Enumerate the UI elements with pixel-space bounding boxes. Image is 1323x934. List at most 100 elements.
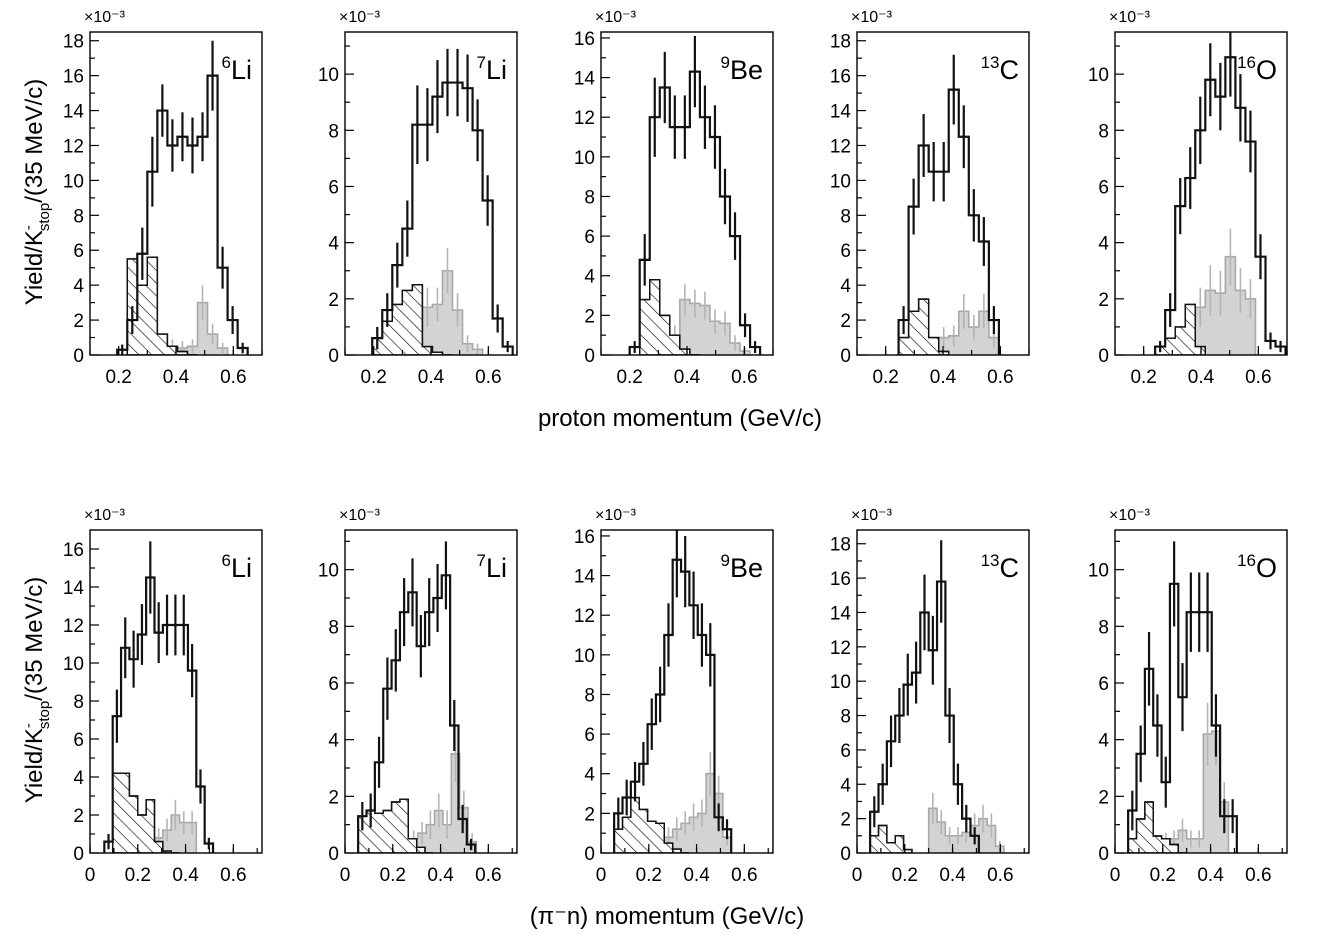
plot-area — [897, 54, 1000, 355]
y-tick-label: 14 — [574, 69, 596, 90]
y-tick-label: 16 — [574, 527, 595, 548]
shaded-histogram-fill — [908, 311, 999, 355]
y-tick-label: 12 — [830, 638, 851, 659]
plot-area — [1154, 32, 1287, 355]
panel-top-13c: 0 2 4 6 8 10 12 14 16 18 0.2 0.4 0.6 ×10⁻³ 13C — [830, 9, 1030, 388]
nucleus-label: 13C — [981, 53, 1019, 85]
main-histogram — [628, 70, 762, 355]
y-tick-label: 2 — [73, 311, 84, 332]
x-tick-label: 0.2 — [105, 367, 131, 388]
x-tick-label: 0 — [596, 865, 607, 886]
y-tick-label: 18 — [830, 535, 851, 556]
y-tick-label: 4 — [584, 765, 595, 786]
y-tick-label: 12 — [574, 108, 595, 129]
y-tick-label: 0 — [584, 346, 595, 367]
y-tick-label: 14 — [830, 102, 852, 123]
x-tick-label: 0.6 — [475, 367, 501, 388]
y-tick-label: 8 — [840, 707, 851, 728]
x-tick-label: 0.2 — [872, 367, 898, 388]
y-tick-label: 2 — [840, 311, 851, 332]
y-tick-label: 6 — [840, 241, 851, 262]
x-tick-label: 0 — [1110, 865, 1121, 886]
y-tick-label: 4 — [328, 731, 339, 752]
y-tick-label: 8 — [328, 121, 339, 142]
plot-area — [1127, 541, 1238, 853]
nucleus-mass-number: 16 — [1237, 551, 1256, 570]
y-tick-label: 4 — [840, 775, 851, 796]
x-tick-label: 0.4 — [930, 367, 957, 388]
exponent-multiplier: ×10⁻³ — [339, 9, 381, 26]
top-ytitle-sup: - — [20, 225, 37, 230]
x-tick-label: 0.2 — [1130, 367, 1156, 388]
x-tick-label: 0.2 — [125, 865, 151, 886]
exponent-multiplier: ×10⁻³ — [1109, 9, 1151, 26]
nucleus-mass-number: 13 — [981, 53, 1000, 72]
y-tick-label: 6 — [840, 741, 851, 762]
y-tick-label: 16 — [830, 67, 851, 88]
y-tick-label: 16 — [830, 569, 851, 590]
main-histogram — [357, 574, 477, 853]
y-tick-label: 12 — [830, 136, 851, 157]
y-tick-label: 14 — [63, 578, 85, 599]
x-tick-label: 0.6 — [731, 865, 757, 886]
x-tick-label: 0.6 — [1245, 367, 1271, 388]
plot-area — [103, 541, 215, 853]
y-tick-label: 4 — [1098, 234, 1109, 255]
hatched-histogram-outline — [111, 772, 180, 853]
y-tick-label: 0 — [328, 346, 339, 367]
y-tick-label: 2 — [584, 804, 595, 825]
plot-area — [869, 540, 1005, 853]
y-tick-label: 10 — [830, 171, 851, 192]
nucleus-symbol: Li — [231, 55, 252, 85]
x-tick-label: 0.2 — [360, 367, 386, 388]
y-tick-label: 0 — [840, 844, 851, 865]
x-tick-label: 0.4 — [163, 367, 190, 388]
y-tick-label: 0 — [584, 844, 595, 865]
y-tick-label: 8 — [584, 187, 595, 208]
axis-frame — [856, 529, 1030, 854]
x-tick-label: 0.4 — [1188, 367, 1215, 388]
bottom-ytitle-sub: stop — [36, 701, 53, 729]
x-tick-label: 0.2 — [636, 865, 662, 886]
x-tick-label: 0.6 — [987, 865, 1013, 886]
nucleus-label: 16O — [1237, 551, 1277, 583]
x-tick-label: 0 — [85, 865, 96, 886]
main-histogram — [613, 558, 733, 853]
nucleus-label: 16O — [1237, 53, 1277, 85]
panel-bottom-7li: 0 2 4 6 8 10 0 0.2 0.4 0.6 ×10⁻³ 7Li — [318, 507, 518, 886]
bottom-ytitle-sup: - — [20, 723, 37, 728]
x-tick-label: 0.6 — [987, 367, 1013, 388]
axis-frame — [600, 529, 774, 854]
y-tick-label: 4 — [73, 276, 84, 297]
plot-area — [613, 530, 733, 853]
y-tick-label: 10 — [63, 654, 84, 675]
y-tick-label: 6 — [73, 241, 84, 262]
y-tick-label: 8 — [840, 206, 851, 227]
hatched-histogram-outline — [639, 278, 700, 355]
top-ytitle-tail: /(35 MeV/c) — [21, 79, 48, 203]
y-tick-label: 2 — [73, 806, 84, 827]
x-tick-label: 0.2 — [380, 865, 406, 886]
main-histogram — [371, 81, 514, 355]
nucleus-mass-number: 16 — [1237, 53, 1256, 72]
axis-frame — [344, 529, 518, 854]
exponent-multiplier: ×10⁻³ — [595, 9, 637, 26]
y-tick-label: 10 — [318, 561, 339, 582]
y-tick-label: 0 — [1098, 346, 1109, 367]
y-tick-label: 8 — [1098, 121, 1109, 142]
y-tick-label: 10 — [63, 171, 84, 192]
exponent-multiplier: ×10⁻³ — [84, 9, 126, 26]
panel-top-9be: 0 2 4 6 8 10 12 14 16 0.2 0.4 0.6 ×10⁻³ 9Be — [574, 9, 774, 388]
shaded-histogram-fill — [382, 270, 483, 355]
panel-bottom-16o: 0 2 4 6 8 10 0 0.2 0.4 0.6 ×10⁻³ 16O — [1088, 507, 1288, 886]
x-tick-label: 0.6 — [220, 367, 246, 388]
exponent-multiplier: ×10⁻³ — [84, 507, 126, 524]
nucleus-mass-number: 6 — [222, 53, 231, 72]
y-tick-label: 0 — [73, 844, 84, 865]
nucleus-label: 13C — [981, 551, 1019, 583]
nucleus-label: 7Li — [477, 551, 507, 583]
shaded-histogram-fill — [928, 808, 1004, 853]
y-tick-label: 12 — [574, 606, 595, 627]
bottom-ytitle-main: Yield/K — [21, 728, 48, 803]
